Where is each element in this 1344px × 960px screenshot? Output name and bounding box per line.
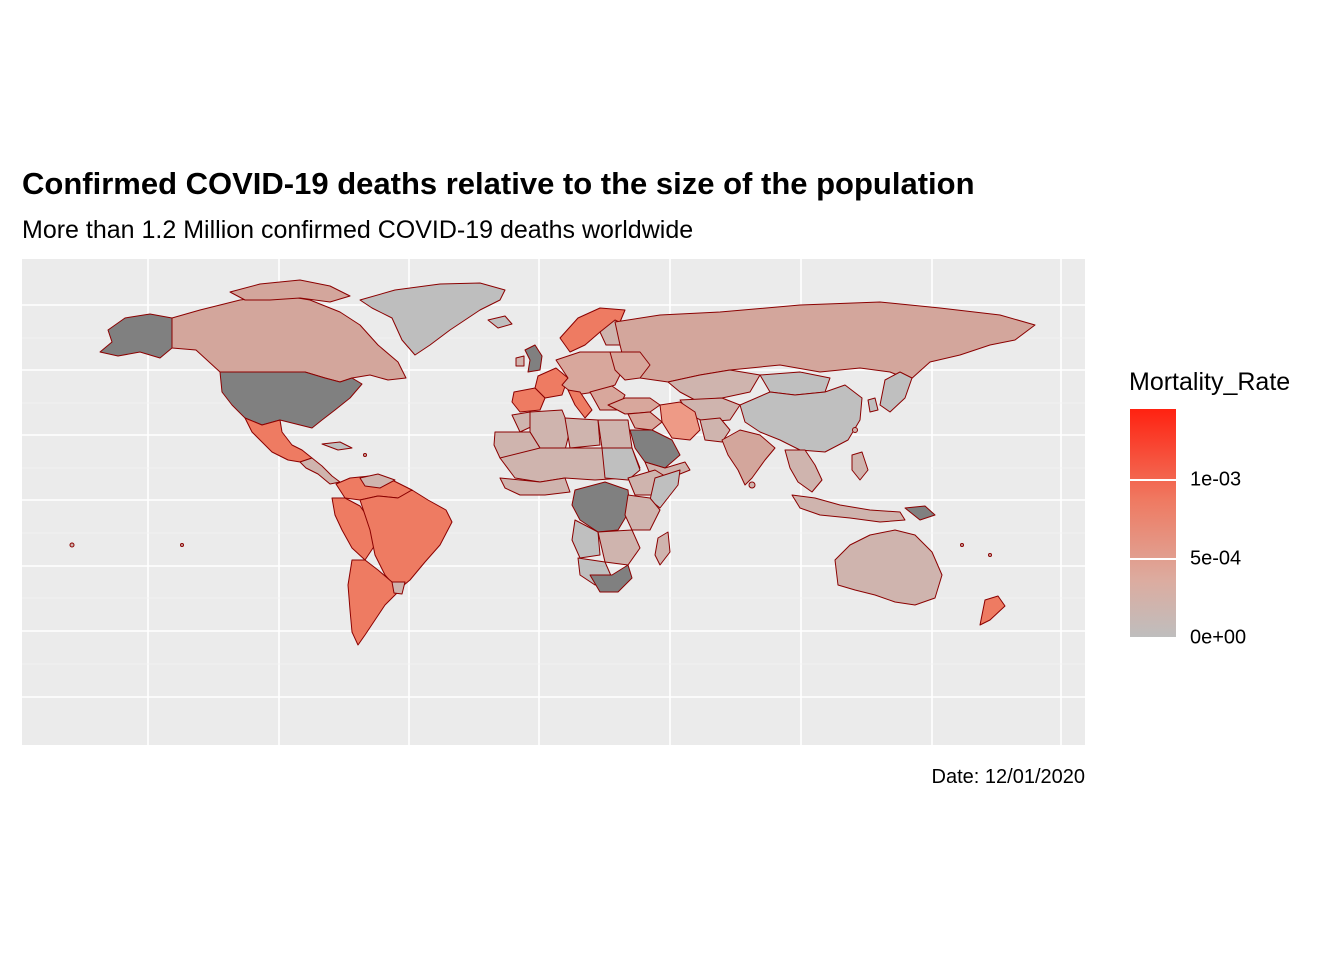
- country-south-korea: [867, 397, 879, 413]
- country-iceland: [487, 315, 513, 329]
- region-west-africa: [499, 477, 571, 496]
- legend-tick-mark: [1130, 479, 1176, 482]
- country-argentina: [347, 559, 399, 646]
- country-india: [721, 429, 776, 486]
- island-hawaii: [69, 542, 75, 548]
- region-southeast-asia: [784, 449, 823, 493]
- island-taiwan: [852, 427, 858, 433]
- legend-tick-label: 0e+00: [1190, 626, 1247, 649]
- country-venezuela: [359, 473, 396, 489]
- country-cuba: [321, 441, 353, 451]
- island-sri-lanka: [748, 481, 756, 489]
- country-russia: [614, 301, 1036, 383]
- region-levant: [627, 411, 663, 431]
- state-alaska: [99, 313, 173, 359]
- legend-title: Mortality_Rate: [1129, 368, 1291, 396]
- country-italy: [567, 389, 593, 419]
- island-pacific-1: [180, 543, 184, 547]
- country-south-africa: [589, 564, 633, 593]
- legend-tick-mark: [1130, 558, 1176, 561]
- country-uruguay: [391, 581, 406, 595]
- country-philippines: [851, 451, 869, 481]
- country-sudan: [601, 447, 641, 481]
- country-new-zealand: [979, 595, 1006, 626]
- country-spain: [511, 387, 546, 413]
- country-saudi-arabia: [629, 429, 681, 469]
- country-uk: [524, 344, 543, 373]
- legend-colorbar: [1130, 409, 1176, 638]
- country-iran: [659, 401, 701, 441]
- country-egypt: [597, 419, 633, 449]
- country-angola: [571, 519, 601, 559]
- country-somalia: [649, 469, 681, 509]
- chart-caption: Date: 12/01/2020: [931, 766, 1085, 788]
- country-usa: [219, 371, 363, 429]
- country-madagascar: [654, 531, 671, 566]
- country-dr-congo: [571, 481, 631, 533]
- legend-tick-label: 1e-03: [1190, 468, 1242, 491]
- country-ireland: [515, 355, 525, 367]
- chart-subtitle: More than 1.2 Million confirmed COVID-19…: [22, 216, 694, 244]
- chart-title: Confirmed COVID-19 deaths relative to th…: [22, 166, 975, 201]
- island-fiji: [988, 553, 992, 557]
- region-east-africa: [624, 494, 661, 531]
- country-libya: [564, 417, 601, 449]
- country-japan: [879, 371, 913, 413]
- country-mongolia: [759, 371, 831, 396]
- island-caribbean: [363, 453, 367, 457]
- country-pakistan: [699, 417, 731, 443]
- region-southern-africa-mid: [597, 529, 641, 566]
- region-canadian-arctic: [229, 279, 351, 303]
- country-australia: [834, 529, 943, 606]
- country-brazil: [359, 489, 453, 591]
- country-ukraine: [609, 351, 651, 381]
- legend-tick-label: 5e-04: [1190, 547, 1242, 570]
- country-indonesia: [791, 494, 906, 523]
- legend-tick-mark: [1130, 637, 1176, 639]
- country-kazakhstan: [667, 369, 761, 401]
- country-papua-new-guinea: [904, 505, 936, 521]
- country-greenland: [359, 282, 506, 356]
- island-pacific-2: [960, 543, 964, 547]
